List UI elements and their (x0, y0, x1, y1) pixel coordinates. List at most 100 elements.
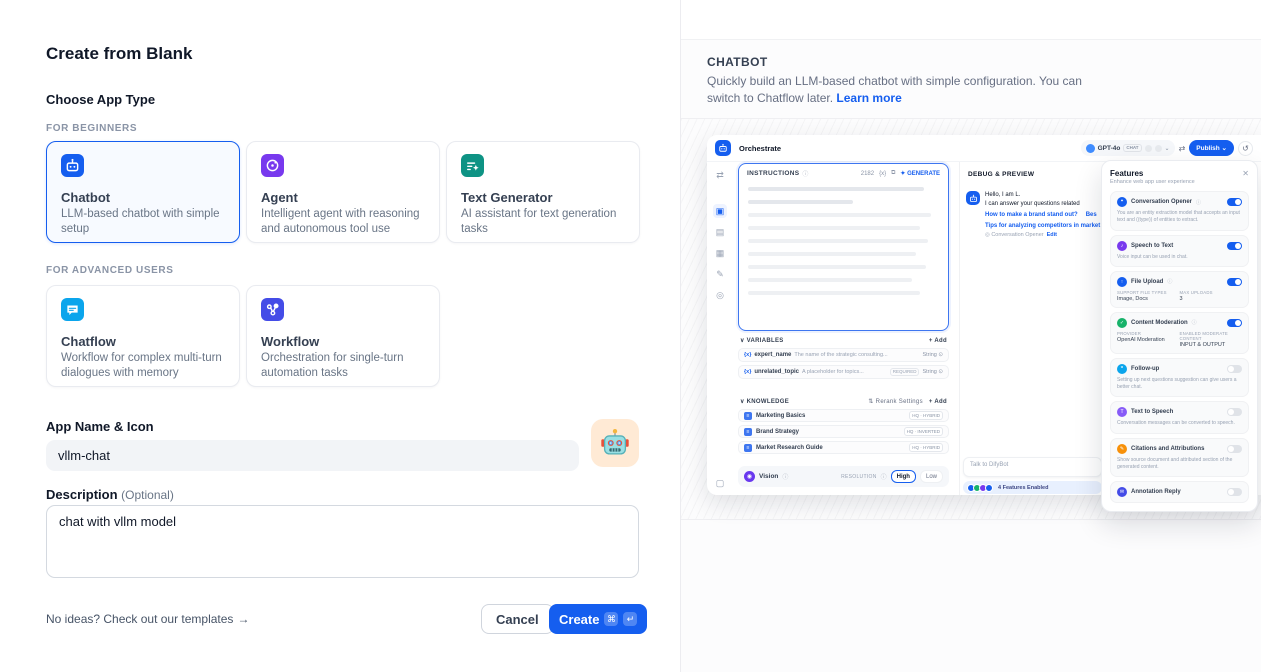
orchestrate-tab-icon[interactable]: ▣ (713, 204, 727, 218)
feature-toggle[interactable] (1227, 198, 1242, 206)
image-icon[interactable]: ▤ (715, 226, 725, 237)
variable-row[interactable]: {x} expert_name The name of the strategi… (738, 348, 949, 362)
feature-toggle[interactable] (1227, 488, 1242, 496)
model-name: GPT-4o (1097, 144, 1121, 152)
chatflow-icon (61, 298, 84, 321)
feature-toggle[interactable] (1227, 364, 1242, 373)
instructions-skeleton (739, 181, 948, 301)
edit-link[interactable]: Edit (1046, 232, 1057, 238)
card-desc: LLM-based chatbot with simple setup (61, 208, 220, 235)
templates-link[interactable]: No ideas? Check out our templates → (46, 612, 250, 626)
enter-key-icon: ↵ (623, 612, 638, 626)
card-title: Workflow (261, 334, 320, 349)
resolution-high-button[interactable]: High (890, 470, 916, 483)
knowledge-row[interactable]: ≡ Marketing Basics HQ · HYBRID (738, 409, 949, 422)
description-textarea[interactable]: chat with vllm model (46, 505, 639, 578)
learn-more-link[interactable]: Learn more (836, 91, 902, 106)
cmd-key-icon: ⌘ (604, 612, 619, 626)
dataset-icon: ≡ (744, 411, 752, 420)
create-button[interactable]: Create ⌘ ↵ (549, 604, 648, 634)
retrieval-badge: HQ · INVERTED (903, 427, 943, 436)
knowledge-row[interactable]: ≡ Brand Strategy HQ · INVERTED (738, 425, 949, 438)
features-panel-subtitle: Enhance web app user experience (1110, 179, 1195, 185)
app-icon-picker[interactable] (591, 419, 639, 467)
for-beginners-label: FOR BEGINNERS (46, 123, 138, 134)
instructions-title: INSTRUCTIONS (747, 170, 800, 177)
swap-icon[interactable]: ⇄ (716, 169, 724, 180)
sliders-icon[interactable]: ⇄ (1178, 143, 1186, 153)
frame-icon[interactable]: ▢ (715, 478, 725, 488)
info-icon: ⓘ (1167, 279, 1173, 286)
knowledge-title[interactable]: ∨ KNOWLEDGE (740, 399, 790, 405)
info-heading: CHATBOT (707, 55, 768, 69)
description-label: Description (Optional) (46, 487, 174, 502)
preview-header: Orchestrate GPT-4o CHAT ⌄ ⇄ Publish ⌄ ↺ (707, 135, 1261, 162)
instructions-panel[interactable]: INSTRUCTIONS ⓘ 2182 {x} ⧉ ✦ GENERATE (738, 163, 949, 331)
char-count: 2182 (860, 170, 875, 177)
features-panel: Features ✕ Enhance web app user experien… (1101, 160, 1258, 512)
history-icon[interactable]: ↺ (1238, 140, 1253, 156)
app-type-card-text-generator[interactable]: Text Generator AI assistant for text gen… (446, 141, 640, 243)
chat-input[interactable]: Talk to DifyBot (963, 457, 1102, 477)
feature-toggle[interactable] (1227, 241, 1242, 250)
app-type-info-pane: CHATBOT Quickly build an LLM-based chatb… (681, 0, 1261, 672)
cancel-button[interactable]: Cancel (481, 604, 554, 634)
content-moderation-icon: ✓ (1117, 317, 1127, 328)
info-icon: ⓘ (1191, 320, 1197, 327)
app-name-label: App Name & Icon (46, 419, 154, 434)
app-type-card-chatflow[interactable]: Chatflow Workflow for complex multi-turn… (46, 285, 240, 387)
document-icon[interactable]: ▦ (715, 247, 725, 258)
text-to-speech-icon: T (1117, 407, 1127, 418)
variable-row[interactable]: {x} unrelated_topic A placeholder for to… (738, 365, 949, 379)
features-enabled-bar[interactable]: 4 Features Enabled (963, 481, 1102, 494)
close-icon[interactable]: ✕ (1242, 169, 1249, 178)
globe-icon[interactable]: ◎ (716, 289, 724, 300)
feature-item: ❞ Follow-up Setting up next questions su… (1110, 357, 1249, 398)
vision-row: ◉ Vision ⓘ RESOLUTION ⓘ High Low (738, 466, 949, 487)
card-desc: Intelligent agent with reasoning and aut… (261, 208, 420, 235)
features-panel-title: Features (1110, 169, 1144, 178)
add-knowledge-button[interactable]: + Add (928, 398, 947, 405)
preview-left-rail: ⇄ ▣ ▤ ▦ ✎ ◎ (707, 162, 733, 495)
app-type-card-workflow[interactable]: Workflow Orchestration for single-turn a… (246, 285, 440, 387)
feature-toggle[interactable] (1227, 444, 1242, 453)
info-icon: ⓘ (1196, 199, 1202, 206)
arrow-right-icon: → (237, 612, 250, 626)
conversation-opener-row: ◎ Conversation Opener Edit (985, 232, 1057, 238)
knowledge-row[interactable]: ≡ Market Research Guide HQ · HYBRID (738, 441, 949, 454)
generate-button[interactable]: ✦ GENERATE (900, 171, 940, 177)
variables-icon[interactable]: {x} (879, 170, 887, 177)
feature-toggle[interactable] (1227, 408, 1242, 417)
suggestion-link[interactable]: Tips for analyzing competitors in market (985, 223, 1101, 229)
dataset-icon: ≡ (744, 427, 752, 436)
feature-item: ♪ Speech to Text Voice input can be used… (1110, 234, 1249, 267)
suggestion-link[interactable]: How to make a brand stand out? Bes (985, 212, 1097, 218)
feature-toggle[interactable] (1227, 277, 1242, 286)
info-icon: ⓘ (802, 172, 809, 178)
add-variable-button[interactable]: + Add (928, 337, 947, 344)
publish-button[interactable]: Publish ⌄ (1189, 140, 1234, 156)
variables-title[interactable]: ∨ VARIABLES (740, 338, 784, 344)
chatbot-icon (61, 154, 84, 177)
resolution-low-button[interactable]: Low (919, 470, 943, 483)
instructions-header: INSTRUCTIONS ⓘ 2182 {x} ⧉ ✦ GENERATE (739, 164, 948, 181)
model-selector[interactable]: GPT-4o CHAT ⌄ (1080, 140, 1175, 156)
bot-message: Hello, I am L. I can answer your questio… (966, 191, 1104, 240)
debug-preview-title: DEBUG & PREVIEW (968, 171, 1035, 178)
info-description: Quickly build an LLM-based chatbot with … (707, 74, 1082, 106)
model-param-icon (1154, 144, 1162, 152)
variables-section: ∨ VARIABLES + Add {x} expert_name The na… (738, 333, 949, 382)
app-type-card-chatbot[interactable]: Chatbot LLM-based chatbot with simple se… (46, 141, 240, 243)
speech-to-text-icon: ♪ (1117, 240, 1127, 251)
feature-toggle[interactable] (1227, 318, 1242, 327)
citations-icon: ✎ (1117, 443, 1127, 454)
copy-icon[interactable]: ⧉ (891, 170, 896, 176)
rerank-settings-button[interactable]: ⇅ Rerank Settings (868, 399, 923, 405)
card-title: Chatbot (61, 190, 111, 205)
bot-avatar (715, 140, 731, 156)
app-name-input[interactable] (46, 440, 579, 471)
app-type-card-agent[interactable]: Agent Intelligent agent with reasoning a… (246, 141, 440, 243)
info-icon: ⓘ (782, 475, 789, 481)
note-icon[interactable]: ✎ (716, 268, 724, 279)
